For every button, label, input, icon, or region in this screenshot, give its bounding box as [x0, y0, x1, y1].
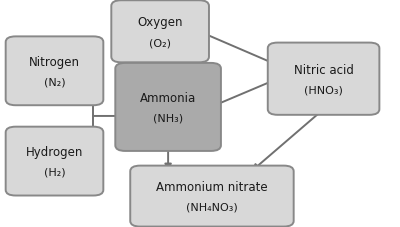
Text: (H₂): (H₂) — [44, 167, 65, 177]
Text: Nitric acid: Nitric acid — [294, 63, 354, 76]
Text: Ammonia: Ammonia — [140, 91, 196, 104]
Text: Nitrogen: Nitrogen — [29, 56, 80, 69]
FancyBboxPatch shape — [268, 43, 379, 115]
FancyBboxPatch shape — [111, 1, 209, 63]
FancyBboxPatch shape — [6, 37, 103, 106]
FancyBboxPatch shape — [6, 127, 103, 196]
Text: (NH₄NO₃): (NH₄NO₃) — [186, 202, 238, 212]
Text: Ammonium nitrate: Ammonium nitrate — [156, 180, 268, 193]
Text: (NH₃): (NH₃) — [153, 113, 183, 123]
Text: (HNO₃): (HNO₃) — [304, 85, 343, 95]
Text: Oxygen: Oxygen — [137, 16, 183, 29]
Text: (N₂): (N₂) — [44, 77, 65, 87]
Text: Hydrogen: Hydrogen — [26, 146, 83, 158]
FancyBboxPatch shape — [115, 64, 221, 151]
Text: (O₂): (O₂) — [149, 38, 171, 48]
FancyBboxPatch shape — [130, 166, 294, 227]
